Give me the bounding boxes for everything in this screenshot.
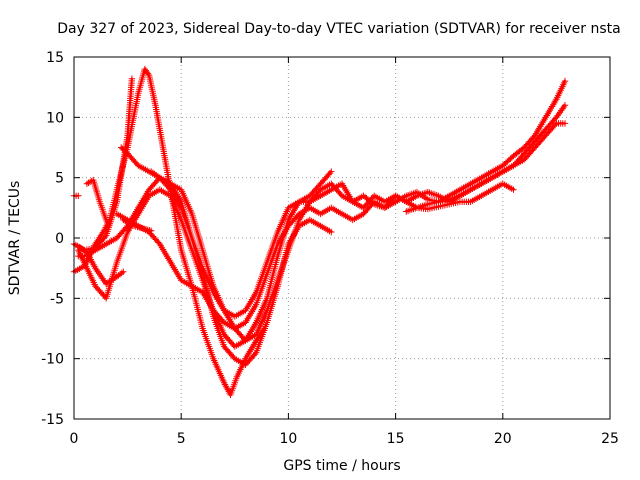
x-tick-label: 20 — [494, 431, 512, 447]
y-tick-label: -10 — [41, 352, 64, 368]
series-markers — [148, 120, 569, 344]
tick-layer: 0 5 10 15 20 25 -15 -10 -5 0 5 10 15 — [41, 50, 619, 447]
series-track-12 — [403, 180, 517, 215]
grid-layer — [74, 57, 610, 419]
series-markers — [403, 180, 517, 215]
x-tick-label: 5 — [177, 431, 186, 447]
y-tick-label: 5 — [55, 171, 64, 187]
chart-title: Day 327 of 2023, Sidereal Day-to-day VTE… — [57, 21, 620, 37]
y-tick-label: -5 — [50, 291, 64, 307]
x-tick-label: 10 — [279, 431, 297, 447]
series-track-11 — [120, 216, 155, 234]
series-markers — [120, 216, 155, 234]
x-tick-label: 25 — [601, 431, 619, 447]
series-markers — [77, 244, 127, 288]
series-track-9 — [77, 244, 127, 288]
y-tick-label: 10 — [46, 110, 64, 126]
y-axis-label: SDTVAR / TECUs — [7, 181, 23, 296]
x-tick-label: 15 — [387, 431, 405, 447]
y-tick-label: 0 — [55, 231, 64, 247]
x-axis-label: GPS time / hours — [283, 458, 400, 474]
y-tick-label: 15 — [46, 50, 64, 66]
series-track-8 — [148, 120, 569, 344]
x-tick-label: 0 — [70, 431, 79, 447]
y-tick-label: -15 — [41, 412, 64, 428]
